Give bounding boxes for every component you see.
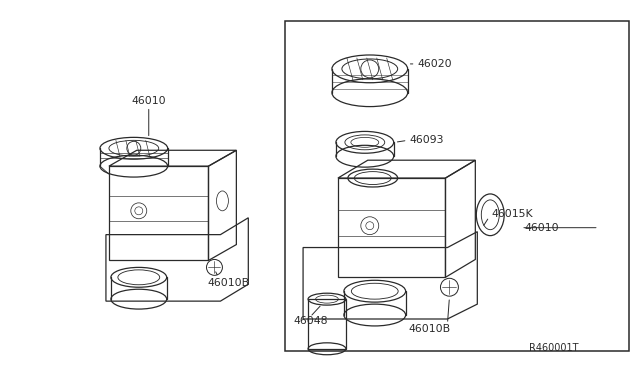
- Text: 46048: 46048: [293, 316, 328, 326]
- Text: 46010: 46010: [131, 96, 166, 106]
- Text: 46020: 46020: [417, 59, 452, 69]
- Text: 46010: 46010: [524, 223, 559, 233]
- Text: 46010B: 46010B: [207, 278, 250, 288]
- Text: 46010B: 46010B: [408, 324, 451, 334]
- Text: 46015K: 46015K: [492, 209, 533, 219]
- Bar: [285, 21, 628, 351]
- Text: 46093: 46093: [410, 135, 444, 145]
- Text: R460001T: R460001T: [529, 343, 579, 353]
